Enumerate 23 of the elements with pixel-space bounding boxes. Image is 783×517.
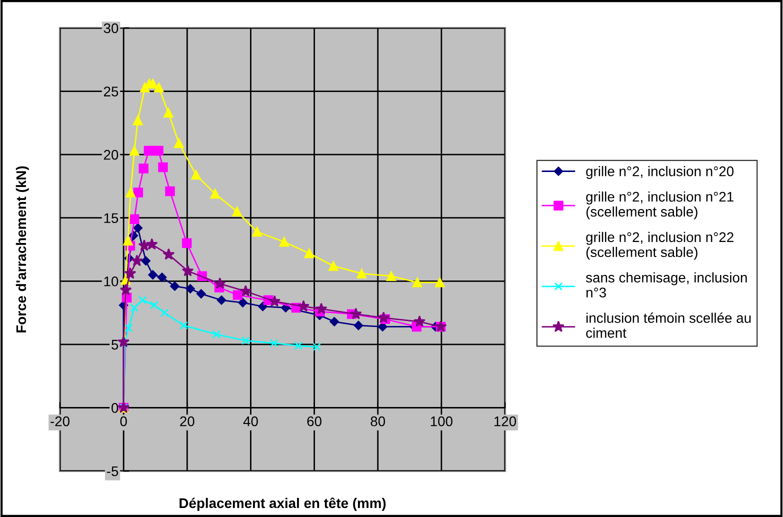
- x-tick-label: 120: [494, 416, 516, 426]
- y-tick-label: 10: [104, 276, 118, 286]
- x-tick-label: 0: [120, 416, 127, 426]
- y-tick-label: 5: [112, 340, 118, 350]
- y-tick-label: 25: [104, 86, 118, 96]
- legend-label: sans chemisage, inclusion n°3: [586, 272, 747, 298]
- x-tick-label: 60: [307, 416, 322, 426]
- legend-label: grille n°2, inclusion n°20: [586, 166, 734, 179]
- y-tick-label: 20: [104, 150, 118, 160]
- x-tick-label: 100: [430, 416, 452, 426]
- x-tick-label: -20: [50, 416, 70, 426]
- legend-label: inclusion témoin scellée au ciment: [586, 312, 751, 338]
- legend-label: grille n°2, inclusion n°21 (scellement sable): [586, 191, 734, 220]
- y-tick-label: 30: [104, 23, 118, 34]
- x-tick-label: 80: [370, 416, 386, 426]
- y-tick-label: -5: [106, 466, 118, 476]
- y-tick-label: 15: [104, 213, 118, 224]
- x-tick-label: 20: [180, 416, 194, 426]
- x-axis-title: Déplacement axial en tête (mm): [180, 498, 386, 511]
- y-axis-title: Force d'arrachement (kN): [16, 166, 29, 332]
- legend-label: grille n°2, inclusion n°22 (scellement sable): [586, 232, 734, 260]
- x-tick-label: 40: [243, 416, 258, 426]
- y-tick-label: 0: [112, 403, 118, 413]
